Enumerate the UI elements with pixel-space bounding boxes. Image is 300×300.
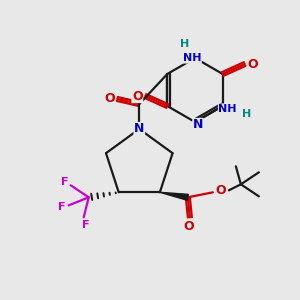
Text: H: H [180, 39, 190, 49]
Text: N: N [193, 118, 203, 131]
Text: O: O [248, 58, 258, 70]
Text: F: F [82, 220, 89, 230]
Text: O: O [104, 92, 115, 106]
Text: NH: NH [183, 53, 201, 63]
Text: F: F [61, 177, 68, 187]
Polygon shape [160, 192, 188, 200]
Text: O: O [184, 220, 194, 233]
Text: F: F [58, 202, 65, 212]
Text: O: O [215, 184, 226, 197]
Text: H: H [242, 109, 251, 119]
Text: O: O [132, 89, 142, 103]
Text: NH: NH [218, 104, 237, 114]
Text: N: N [134, 122, 145, 136]
